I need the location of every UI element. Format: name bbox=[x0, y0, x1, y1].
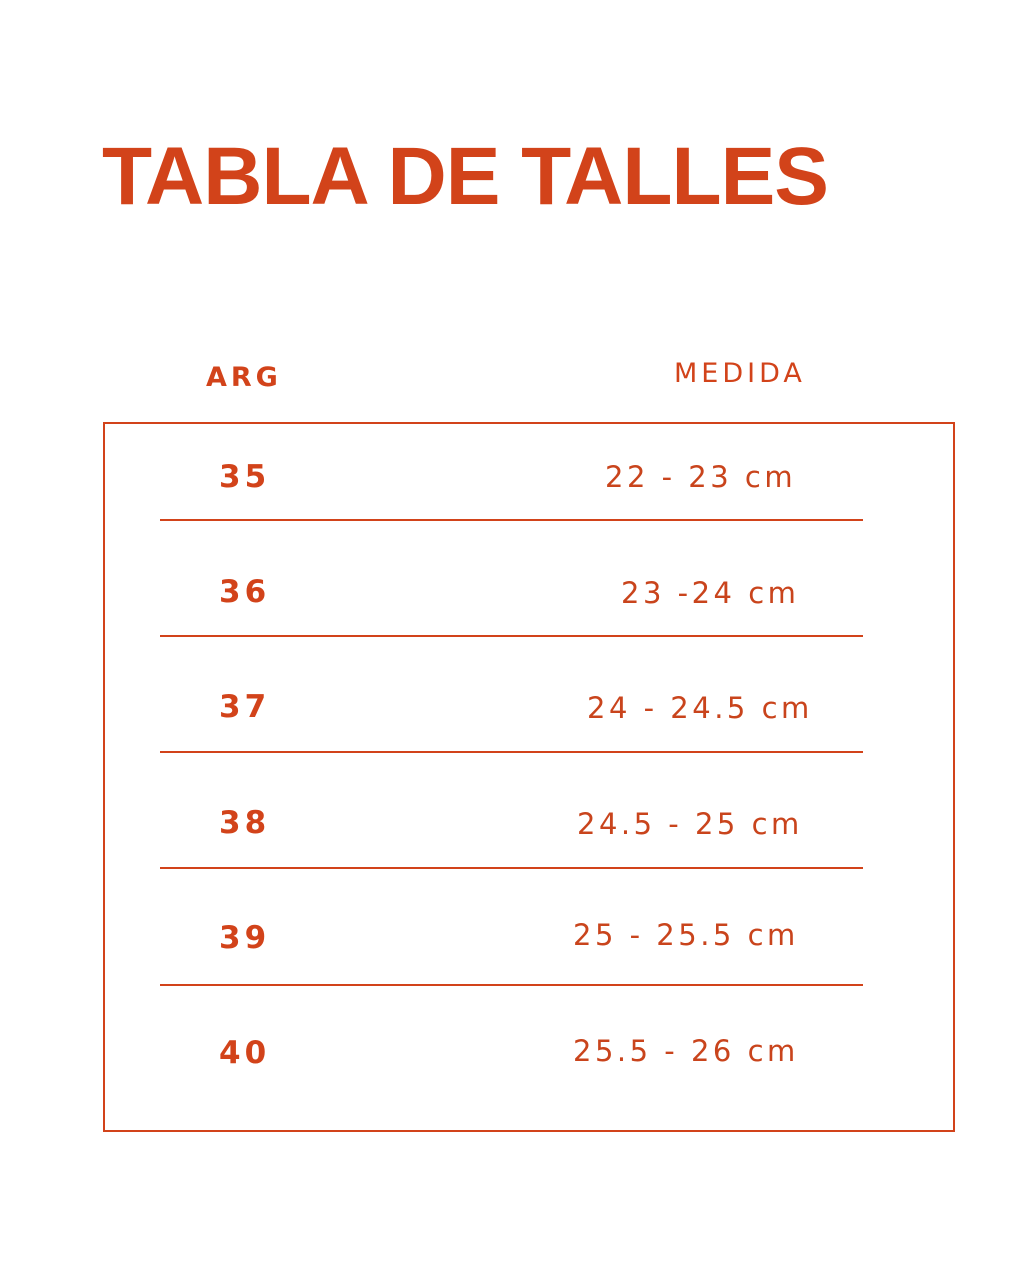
row-divider bbox=[160, 519, 863, 521]
size-cell: 37 bbox=[219, 689, 271, 725]
row-divider bbox=[160, 867, 863, 869]
row-divider bbox=[160, 751, 863, 753]
measure-cell: 24.5 - 25 cm bbox=[577, 807, 803, 841]
measure-cell: 25 - 25.5 cm bbox=[573, 918, 799, 952]
page-title: TABLA DE TALLES bbox=[102, 131, 829, 222]
measure-cell: 25.5 - 26 cm bbox=[573, 1034, 799, 1068]
measure-cell: 23 -24 cm bbox=[621, 576, 800, 610]
column-header-arg: ARG bbox=[206, 362, 282, 393]
size-cell: 36 bbox=[219, 574, 271, 610]
size-cell: 40 bbox=[219, 1035, 271, 1071]
measure-cell: 22 - 23 cm bbox=[605, 460, 797, 494]
row-divider bbox=[160, 635, 863, 637]
size-table-frame bbox=[103, 422, 955, 1132]
size-cell: 38 bbox=[219, 805, 271, 841]
column-header-medida: MEDIDA bbox=[674, 358, 806, 389]
row-divider bbox=[160, 984, 863, 986]
size-cell: 39 bbox=[219, 920, 271, 956]
size-cell: 35 bbox=[219, 459, 271, 495]
measure-cell: 24 - 24.5 cm bbox=[587, 691, 813, 725]
